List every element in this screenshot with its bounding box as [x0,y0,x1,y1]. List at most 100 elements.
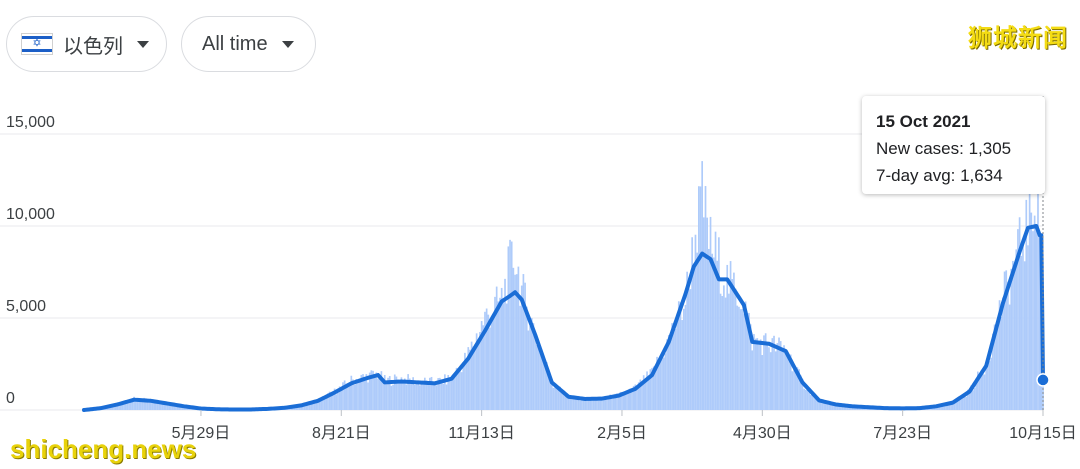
daily-cases-bar [388,376,391,410]
country-dropdown[interactable]: ✡ 以色列 [6,16,167,72]
daily-cases-bar [529,326,531,410]
daily-cases-bar [315,402,318,410]
daily-cases-bar [599,396,602,410]
daily-cases-bar [821,403,824,410]
daily-cases-bar [490,316,493,410]
daily-cases-bar [412,377,414,410]
daily-cases-bar [754,338,757,410]
daily-cases-bar [771,338,774,410]
daily-cases-bar [1010,268,1013,410]
daily-cases-bar [728,293,730,410]
daily-cases-bar [697,186,700,410]
daily-cases-bar [572,396,575,410]
daily-cases-bar [637,382,640,410]
daily-cases-bar [824,401,827,410]
tooltip-average: 7-day avg: 1,634 [876,166,1003,185]
time-range-dropdown[interactable]: All time [181,16,316,72]
daily-cases-bar [302,404,304,410]
daily-cases-bar [375,372,378,410]
daily-cases-bar [300,405,303,410]
daily-cases-bar [704,186,707,410]
daily-cases-bar [749,324,752,410]
daily-cases-bar [966,389,969,410]
daily-cases-bar [387,377,389,410]
daily-cases-bar [539,353,541,410]
daily-cases-bar [185,407,187,410]
tooltip-new-cases: New cases: 1,305 [876,139,1012,158]
daily-cases-bar [963,393,966,410]
daily-cases-bar [626,392,628,410]
daily-cases-bar [477,340,480,410]
daily-cases-bar [499,297,501,410]
daily-cases-bar [793,368,795,410]
daily-cases-bar [982,372,984,410]
daily-cases-bar [328,391,331,410]
daily-cases-bar [397,379,399,410]
daily-cases-bar [559,386,561,410]
y-tick-label: 10,000 [6,206,55,223]
daily-cases-bar [550,383,553,410]
daily-cases-bar [345,383,348,410]
daily-cases-bar [845,406,847,410]
daily-cases-bar [557,389,560,410]
daily-cases-bar [1018,217,1021,410]
daily-cases-bar [540,352,543,410]
daily-cases-bar [123,403,125,410]
daily-cases-bar [1015,249,1018,410]
daily-cases-bar [560,390,563,410]
daily-cases-bar [1032,231,1034,410]
daily-cases-bar [809,395,812,410]
daily-cases-bar [323,399,326,410]
daily-cases-bar [955,400,957,410]
daily-cases-bar [542,357,545,410]
daily-cases-bar [1038,236,1041,410]
daily-cases-bar [457,369,460,410]
daily-cases-bar [338,386,341,410]
country-dropdown-label: 以色列 [63,35,123,58]
daily-cases-bar [811,392,814,410]
daily-cases-bar [373,374,376,410]
daily-cases-bar [569,397,572,410]
daily-cases-bar [363,376,366,410]
daily-cases-bar [390,385,393,410]
daily-cases-bar [357,382,359,410]
daily-cases-bar [545,362,548,410]
daily-cases-bar [841,404,844,410]
daily-cases-bar [313,400,316,410]
daily-cases-bar [848,406,851,410]
daily-cases-bar [983,374,986,410]
daily-cases-bar [965,396,967,410]
daily-cases-bar [355,378,358,410]
daily-cases-bar [806,390,809,410]
daily-cases-bar [352,379,354,410]
daily-cases-bar [950,404,952,410]
daily-cases-bar [756,338,759,410]
daily-cases-bar [1007,281,1009,410]
daily-cases-bar [465,359,468,410]
daily-cases-bar [131,399,134,410]
daily-cases-bar [469,349,471,410]
daily-cases-bar [408,378,411,410]
daily-cases-bar [544,363,546,410]
daily-cases-bar [113,405,115,410]
daily-cases-bar [181,406,184,410]
daily-cases-bar [116,403,119,410]
daily-cases-bar [552,387,555,410]
daily-cases-bar [696,252,698,410]
daily-cases-bar [467,347,470,410]
daily-cases-bar [779,341,782,410]
daily-cases-bar [168,404,171,410]
daily-cases-bar [348,383,351,410]
daily-cases-bar [353,384,356,410]
daily-cases-bars [83,161,1044,410]
daily-cases-bar [718,237,720,410]
daily-cases-bar [143,397,145,410]
daily-cases-bar [160,402,162,410]
daily-cases-bar [322,396,324,410]
daily-cases-bar [495,286,498,410]
daily-cases-bar [392,384,394,410]
daily-cases-bar [1013,268,1016,410]
daily-cases-bar [500,287,503,410]
daily-cases-bar [719,293,722,410]
